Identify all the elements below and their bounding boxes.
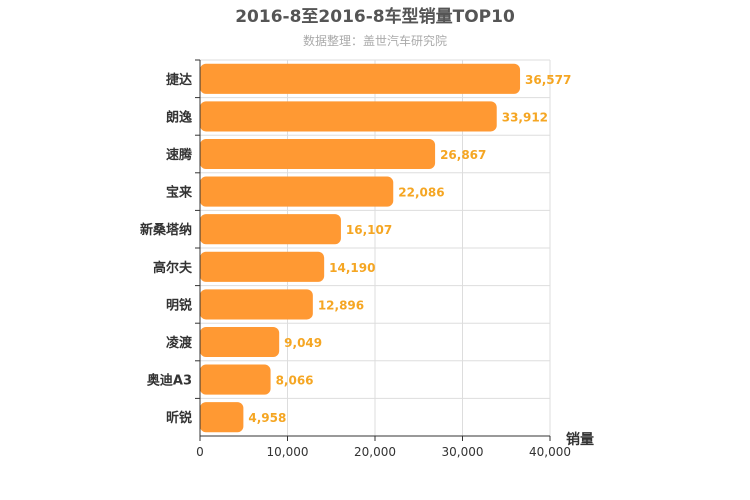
bar — [200, 402, 244, 433]
bar — [200, 214, 341, 245]
category-label: 捷达 — [166, 72, 192, 88]
category-label: 昕锐 — [166, 410, 192, 426]
bar — [200, 251, 325, 282]
bar — [200, 364, 271, 395]
bar — [200, 289, 313, 320]
chart-title: 2016-8至2016-8车型销量TOP10 — [235, 6, 515, 27]
bar-value-label: 16,107 — [346, 223, 392, 237]
axes: 0 10,000 20,000 30,000 40,000 捷达朗逸速腾宝来新桑塔纳高尔夫… — [140, 59, 571, 459]
gridlines — [200, 59, 551, 437]
x-tick-label: 10,000 — [267, 445, 309, 459]
bar-value-label: 8,066 — [276, 374, 314, 388]
category-label: 奥迪A3 — [147, 373, 192, 389]
category-label: 速腾 — [166, 147, 193, 163]
x-tick-label: 0 — [196, 445, 204, 459]
bar-value-label: 36,577 — [525, 73, 571, 87]
x-tick-label: 30,000 — [442, 445, 484, 459]
bar — [200, 326, 280, 358]
bar-value-label: 12,896 — [318, 298, 364, 312]
bar-value-label: 9,049 — [284, 336, 322, 350]
category-label: 明锐 — [166, 297, 192, 313]
bar-value-label: 4,958 — [248, 411, 286, 425]
x-tick-label: 40,000 — [529, 445, 571, 459]
category-label: 新桑塔纳 — [140, 222, 192, 238]
bar-value-label: 26,867 — [440, 148, 486, 162]
bar — [200, 138, 436, 170]
bar-value-label: 33,912 — [502, 110, 548, 124]
x-axis-title: 销量 — [566, 431, 594, 448]
category-label: 朗逸 — [166, 109, 192, 125]
bars: 36,577 33,912 26,867 22,086 16,107 14,190 12,8… — [200, 63, 571, 433]
chart-subtitle: 数据整理：盖世汽车研究院 — [303, 33, 447, 48]
x-tick-label: 20,000 — [354, 445, 396, 459]
category-label: 宝来 — [166, 185, 193, 201]
bar-value-label: 14,190 — [329, 261, 375, 275]
bar-value-label: 22,086 — [398, 186, 444, 200]
category-label: 凌渡 — [166, 335, 193, 351]
category-label: 高尔夫 — [153, 260, 193, 276]
bar — [200, 63, 521, 94]
bar — [200, 176, 394, 207]
bar — [200, 101, 497, 132]
